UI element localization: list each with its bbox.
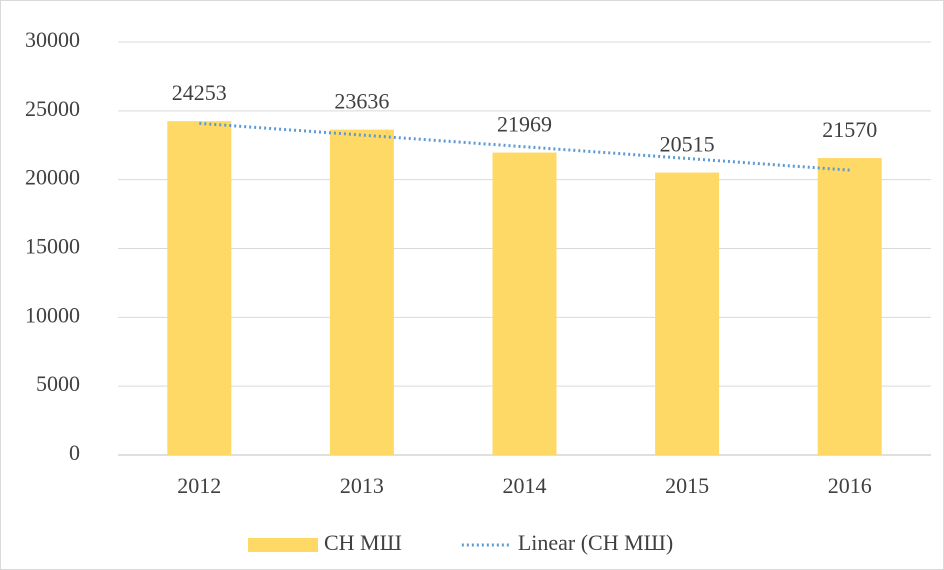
data-label: 23636 [334,89,389,114]
x-tick-label: 2016 [828,473,872,498]
legend-label: СН МШ [324,530,402,555]
bar [492,152,557,455]
x-tick-label: 2012 [177,473,221,498]
x-tick-label: 2014 [503,473,547,498]
legend-swatch [248,538,318,552]
y-tick-label: 0 [69,440,80,465]
y-tick-label: 25000 [25,96,80,121]
y-tick-label: 20000 [25,165,80,190]
bar [817,158,882,456]
x-tick-label: 2013 [340,473,384,498]
y-tick-label: 15000 [25,234,80,259]
data-label: 21570 [822,117,877,142]
y-tick-label: 5000 [36,371,80,396]
data-label: 24253 [172,80,227,105]
y-tick-label: 30000 [25,27,80,52]
trend-line [199,121,850,172]
data-label: 21969 [497,112,552,137]
x-tick-label: 2015 [665,473,709,498]
data-label: 20515 [660,132,715,157]
bar [655,172,720,455]
y-tick-label: 10000 [25,302,80,327]
bar [329,129,394,455]
legend-label: Linear (СН МШ) [518,530,673,555]
bar [167,121,232,455]
